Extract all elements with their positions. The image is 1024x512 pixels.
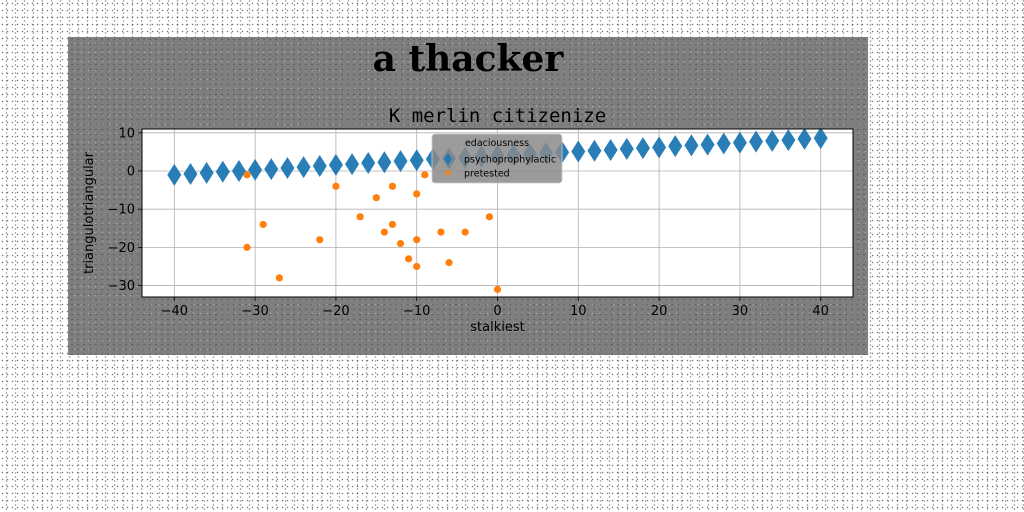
data-point-psychoprophylactic <box>716 132 731 155</box>
data-point-pretested <box>485 213 494 221</box>
data-point-pretested <box>396 239 405 248</box>
data-point-pretested <box>445 259 453 267</box>
data-point-psychoprophylactic <box>700 133 715 156</box>
x-tick-label: 0 <box>493 304 501 319</box>
data-point-psychoprophylactic <box>732 131 747 154</box>
data-point-psychoprophylactic <box>797 127 812 150</box>
data-point-psychoprophylactic <box>749 130 764 153</box>
data-point-psychoprophylactic <box>280 156 295 179</box>
data-point-psychoprophylactic <box>603 139 618 161</box>
data-point-psychoprophylactic <box>393 150 408 173</box>
y-tick-label: −10 <box>108 203 135 218</box>
legend-marker-psychoprophylactic <box>444 153 452 165</box>
y-tick-label: −20 <box>108 241 135 256</box>
data-point-psychoprophylactic <box>215 160 230 183</box>
data-point-psychoprophylactic <box>183 163 198 186</box>
data-point-psychoprophylactic <box>684 134 699 157</box>
data-point-psychoprophylactic <box>361 151 376 174</box>
data-point-psychoprophylactic <box>619 137 634 160</box>
x-tick-label: −30 <box>241 304 268 319</box>
data-point-psychoprophylactic <box>587 139 602 162</box>
data-point-pretested <box>461 228 469 236</box>
scatter-chart: K merlin citizenize −40 −30 −20 −10 0 10 20 30 40… <box>82 105 854 335</box>
data-point-psychoprophylactic <box>813 127 828 150</box>
data-point-psychoprophylactic <box>765 129 780 152</box>
data-point-psychoprophylactic <box>668 135 683 158</box>
chart-title: K merlin citizenize <box>389 105 606 127</box>
legend-label-psychoprophylactic: psychoprophylactic <box>464 155 556 166</box>
data-point-pretested <box>388 182 397 190</box>
data-point-pretested <box>332 182 340 190</box>
data-point-pretested <box>259 220 267 229</box>
x-tick-label: 30 <box>732 304 749 319</box>
data-point-pretested <box>413 236 421 244</box>
y-axis-label: triangulotriangular <box>82 151 97 274</box>
data-point-pretested <box>437 228 445 236</box>
data-point-psychoprophylactic <box>781 129 796 152</box>
x-tick-label: 40 <box>812 304 829 319</box>
x-axis-label: stalkiest <box>470 320 524 335</box>
x-tick-label: −10 <box>403 304 430 319</box>
data-point-pretested <box>413 190 421 198</box>
data-point-psychoprophylactic <box>264 158 279 181</box>
x-tick-label: −40 <box>161 304 188 319</box>
data-point-psychoprophylactic <box>167 163 182 186</box>
data-point-psychoprophylactic <box>199 161 214 184</box>
data-point-psychoprophylactic <box>231 160 246 182</box>
legend-label-pretested: pretested <box>464 169 510 180</box>
data-point-psychoprophylactic <box>312 155 327 178</box>
y-tick-label: 0 <box>127 165 135 180</box>
y-tick-label: −30 <box>108 279 135 294</box>
data-point-psychoprophylactic <box>377 151 392 174</box>
data-point-psychoprophylactic <box>296 156 311 179</box>
data-point-pretested <box>316 236 324 244</box>
data-point-psychoprophylactic <box>409 149 424 172</box>
data-point-pretested <box>372 194 380 202</box>
data-point-pretested <box>388 220 397 229</box>
legend-box <box>431 133 563 184</box>
y-tick-label: 10 <box>118 126 135 141</box>
x-tick-label: −20 <box>322 304 349 319</box>
data-point-pretested <box>356 213 364 221</box>
figure: a thacker K merlin citizenize −40 −30 −20 −1… <box>68 37 868 355</box>
data-point-pretested <box>493 285 502 293</box>
axes-frame <box>141 128 854 298</box>
data-point-pretested <box>243 243 251 251</box>
data-point-psychoprophylactic <box>635 137 650 160</box>
data-point-pretested <box>275 274 283 282</box>
data-point-psychoprophylactic <box>248 158 263 181</box>
figure-suptitle: a thacker <box>372 38 564 80</box>
data-point-pretested <box>405 255 413 263</box>
data-point-psychoprophylactic <box>571 140 586 163</box>
legend-marker-pretested <box>445 170 451 176</box>
data-point-pretested <box>243 171 251 179</box>
data-point-pretested <box>413 262 421 271</box>
data-point-psychoprophylactic <box>345 153 360 176</box>
data-point-pretested <box>421 171 429 179</box>
x-tick-label: 10 <box>570 304 587 319</box>
data-point-psychoprophylactic <box>652 136 667 159</box>
x-tick-label: 20 <box>651 304 668 319</box>
data-point-pretested <box>380 228 388 236</box>
legend-title: edaciousness <box>465 138 529 149</box>
data-point-psychoprophylactic <box>328 153 343 176</box>
